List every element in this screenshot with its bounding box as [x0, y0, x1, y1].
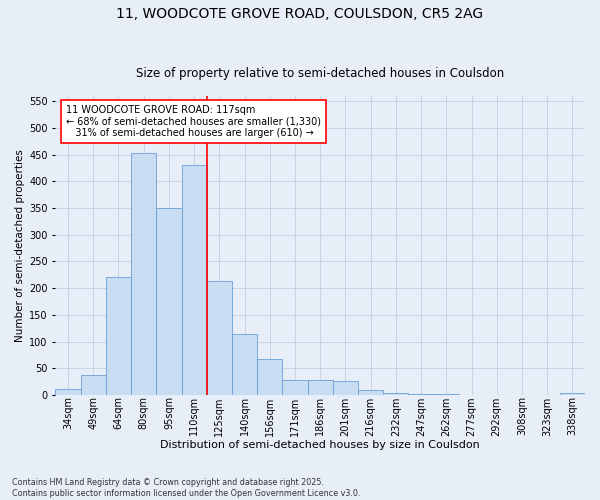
- Bar: [131, 153, 157, 395]
- Bar: [409, 394, 434, 395]
- Bar: [383, 393, 409, 395]
- Bar: [55, 388, 80, 395]
- Bar: [182, 166, 207, 395]
- Bar: [560, 393, 585, 395]
- Y-axis label: Number of semi-detached properties: Number of semi-detached properties: [15, 149, 25, 342]
- Bar: [207, 280, 232, 395]
- Bar: [358, 390, 383, 395]
- Text: Contains HM Land Registry data © Crown copyright and database right 2025.
Contai: Contains HM Land Registry data © Crown c…: [12, 478, 361, 498]
- X-axis label: Distribution of semi-detached houses by size in Coulsdon: Distribution of semi-detached houses by …: [160, 440, 480, 450]
- Bar: [283, 380, 308, 395]
- Bar: [257, 358, 283, 395]
- Bar: [333, 380, 358, 395]
- Bar: [434, 394, 459, 395]
- Title: Size of property relative to semi-detached houses in Coulsdon: Size of property relative to semi-detach…: [136, 66, 505, 80]
- Bar: [157, 208, 182, 395]
- Text: 11, WOODCOTE GROVE ROAD, COULSDON, CR5 2AG: 11, WOODCOTE GROVE ROAD, COULSDON, CR5 2…: [116, 8, 484, 22]
- Bar: [232, 334, 257, 395]
- Bar: [106, 278, 131, 395]
- Bar: [80, 374, 106, 395]
- Text: 11 WOODCOTE GROVE ROAD: 117sqm
← 68% of semi-detached houses are smaller (1,330): 11 WOODCOTE GROVE ROAD: 117sqm ← 68% of …: [66, 105, 321, 138]
- Bar: [308, 380, 333, 395]
